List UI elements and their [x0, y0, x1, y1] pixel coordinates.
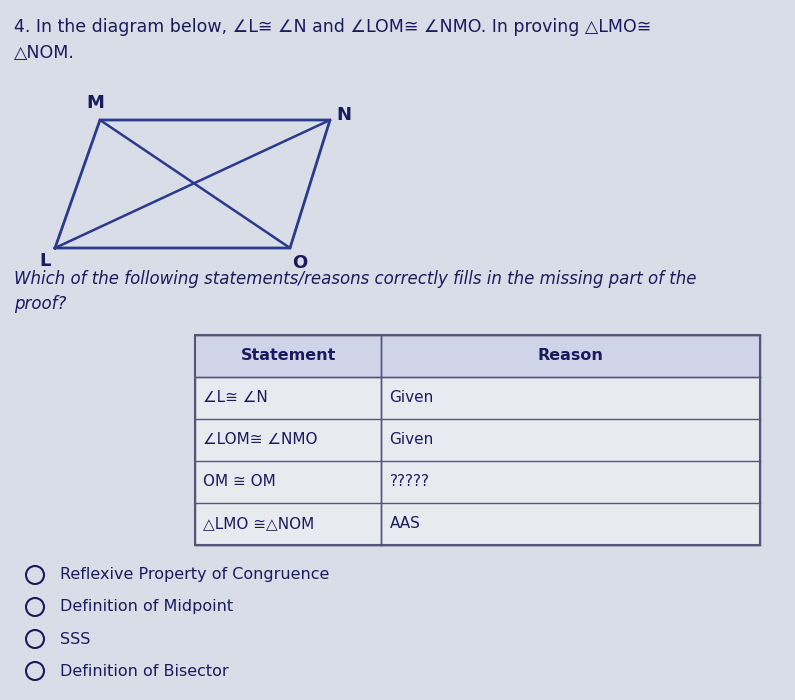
Bar [195, 335, 760, 545]
Bar [195, 335, 760, 545]
Text: Reason: Reason [537, 349, 603, 363]
Text: L: L [39, 252, 51, 270]
Text: O: O [293, 254, 308, 272]
Text: ∠L≅ ∠N: ∠L≅ ∠N [203, 391, 268, 405]
Text: M: M [86, 94, 104, 112]
Text: 4. In the diagram below, ∠L≅ ∠N and ∠LOM≅ ∠NMO. In proving △LMO≅: 4. In the diagram below, ∠L≅ ∠N and ∠LOM… [14, 18, 651, 36]
Text: N: N [336, 106, 351, 124]
Text: OM ≅ OM: OM ≅ OM [203, 475, 276, 489]
Text: proof?: proof? [14, 295, 66, 313]
Text: Given: Given [390, 391, 434, 405]
Text: AAS: AAS [390, 517, 421, 531]
Text: Given: Given [390, 433, 434, 447]
Text: ?????: ????? [390, 475, 429, 489]
Text: △NOM.: △NOM. [14, 44, 75, 62]
Text: ∠LOM≅ ∠NMO: ∠LOM≅ ∠NMO [203, 433, 317, 447]
Text: △LMO ≅△NOM: △LMO ≅△NOM [203, 517, 314, 531]
Text: Which of the following statements/reasons correctly fills in the missing part of: Which of the following statements/reason… [14, 270, 696, 288]
Text: Reflexive Property of Congruence: Reflexive Property of Congruence [60, 568, 329, 582]
Text: Definition of Midpoint: Definition of Midpoint [60, 599, 233, 615]
Text: Statement: Statement [241, 349, 336, 363]
Text: SSS: SSS [60, 631, 91, 647]
Text: Definition of Bisector: Definition of Bisector [60, 664, 229, 678]
Bar [195, 335, 760, 377]
